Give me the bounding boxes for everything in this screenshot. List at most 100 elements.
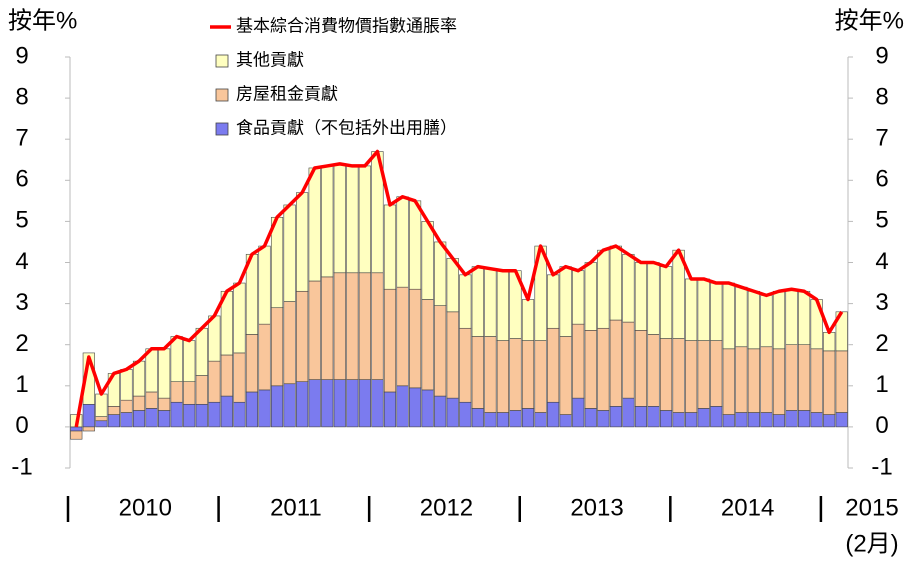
bar-segment: [747, 348, 760, 413]
y-tick-label: 6: [15, 166, 28, 193]
legend-swatch: [215, 122, 229, 136]
bar-segment: [685, 340, 698, 413]
bar-segment: [471, 408, 484, 428]
y2-tick-label: 0: [875, 412, 888, 439]
bar-segment: [270, 385, 284, 428]
bar-segment: [296, 290, 309, 382]
bar-segment: [622, 321, 635, 399]
y2-tick-label: 1: [875, 371, 888, 398]
bar-segment: [484, 412, 497, 428]
bar-segment: [810, 348, 823, 413]
bar-segment: [233, 282, 246, 354]
bar-segment: [735, 286, 748, 348]
bar-segment: [434, 395, 447, 428]
bar-segment: [346, 165, 359, 274]
bar-segment: [220, 395, 233, 428]
bar-segment: [634, 330, 648, 407]
bar-segment: [145, 348, 158, 393]
bar-segment: [421, 389, 434, 428]
bar-segment: [283, 204, 296, 302]
bar-segment: [772, 414, 786, 428]
bar-segment: [584, 408, 597, 428]
bar-segment: [572, 323, 585, 399]
bar-segment: [371, 272, 384, 380]
bar-segment: [609, 319, 622, 407]
y2-axis-label: 按年%: [835, 7, 904, 34]
bar-segment: [70, 426, 83, 432]
year-label: 2013: [570, 494, 623, 521]
bar-segment: [358, 272, 371, 380]
legend-label: 食品貢獻（不包括外出用膳）: [236, 118, 457, 137]
bar-segment: [634, 406, 648, 428]
bar-segment: [597, 410, 610, 428]
bar-segment: [710, 406, 723, 428]
bar-segment: [446, 397, 459, 428]
bar-segment: [584, 330, 597, 409]
bar-segment: [82, 426, 95, 432]
bar-segment: [208, 401, 221, 428]
year-label: 2011: [270, 494, 322, 521]
bar-segment: [145, 391, 158, 409]
bar-segment: [158, 410, 171, 428]
bar-segment: [120, 369, 133, 401]
y2-tick-label: 4: [875, 248, 888, 275]
bar-segment: [158, 397, 171, 411]
bar-segment: [183, 381, 196, 405]
bar-segment: [647, 334, 660, 407]
bar-segment: [195, 403, 208, 428]
bar-segment: [321, 276, 334, 380]
bar-segment: [308, 167, 321, 282]
bar-segment: [559, 336, 572, 415]
bar-segment: [823, 414, 836, 428]
bar-segment: [396, 286, 409, 387]
y2-tick-label: 9: [875, 42, 888, 69]
bar-segment: [835, 350, 848, 413]
y2-tick-label: 8: [875, 83, 888, 110]
bar-segment: [584, 262, 597, 331]
bar-segment: [697, 408, 710, 428]
bar-segment: [547, 401, 560, 428]
line: [74, 149, 844, 428]
bar-segment: [685, 412, 698, 428]
bar-segment: [521, 340, 535, 409]
bar-segment: [509, 410, 522, 428]
bar-segment: [446, 311, 459, 399]
bar-segment: [760, 295, 773, 348]
bar-segment: [383, 391, 397, 428]
bar-segment: [308, 280, 321, 380]
bar-segment: [95, 416, 108, 422]
y-tick-label: 8: [15, 83, 28, 110]
bar-segment: [747, 412, 760, 428]
y2-tick-label: 6: [875, 166, 888, 193]
bar-segment: [434, 241, 447, 306]
y-tick-label: 1: [15, 371, 28, 398]
bar-segment: [296, 192, 309, 292]
bar-segment: [672, 412, 685, 428]
bar-segment: [409, 288, 422, 389]
bar-segment: [659, 266, 673, 339]
bar-segment: [107, 414, 120, 428]
bar-segment: [697, 340, 710, 409]
y-tick-label: 3: [15, 289, 28, 316]
bar-segment: [120, 399, 133, 413]
bar-segment: [597, 327, 610, 411]
y2-tick-label: 3: [875, 289, 888, 316]
bar-segment: [697, 278, 710, 341]
bar-segment: [659, 410, 673, 428]
legend-label: 基本綜合消費物價指數通脹率: [236, 16, 457, 35]
bar-segment: [333, 379, 346, 428]
bar-segment: [107, 406, 120, 415]
bar-segment: [484, 336, 497, 413]
bar-segment: [396, 196, 409, 288]
bar-segment: [371, 379, 384, 428]
bar-segment: [572, 270, 585, 325]
bar-segment: [647, 262, 660, 335]
bar-segment: [672, 338, 685, 413]
bar-segment: [296, 381, 309, 428]
bar-segment: [798, 410, 811, 428]
bar-segment: [810, 412, 823, 428]
y-tick-label: 7: [15, 125, 28, 152]
y-axis-label: 按年%: [8, 7, 77, 34]
